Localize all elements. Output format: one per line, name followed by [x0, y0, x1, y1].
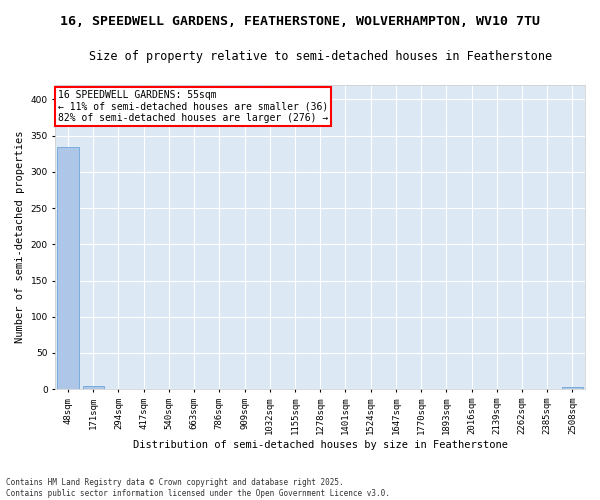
Bar — [83, 386, 104, 389]
Title: Size of property relative to semi-detached houses in Featherstone: Size of property relative to semi-detach… — [89, 50, 552, 63]
X-axis label: Distribution of semi-detached houses by size in Featherstone: Distribution of semi-detached houses by … — [133, 440, 508, 450]
Y-axis label: Number of semi-detached properties: Number of semi-detached properties — [15, 131, 25, 344]
Text: Contains HM Land Registry data © Crown copyright and database right 2025.
Contai: Contains HM Land Registry data © Crown c… — [6, 478, 390, 498]
Text: 16 SPEEDWELL GARDENS: 55sqm
← 11% of semi-detached houses are smaller (36)
82% o: 16 SPEEDWELL GARDENS: 55sqm ← 11% of sem… — [58, 90, 328, 123]
Bar — [562, 387, 583, 389]
Bar — [58, 146, 79, 389]
Text: 16, SPEEDWELL GARDENS, FEATHERSTONE, WOLVERHAMPTON, WV10 7TU: 16, SPEEDWELL GARDENS, FEATHERSTONE, WOL… — [60, 15, 540, 28]
